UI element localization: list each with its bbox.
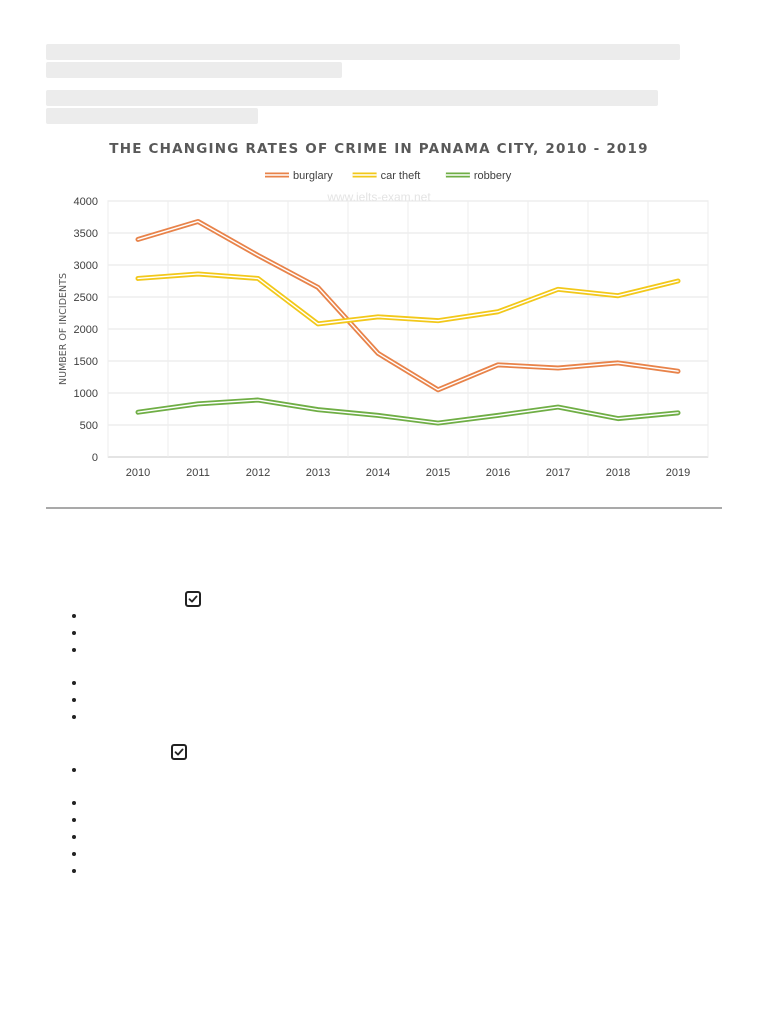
y-axis-ticks: 0 500 1000 1500 2000 2500 3000 3500 4000: [74, 196, 98, 464]
x-axis-ticks: 2010 2011 2012 2013 2014 2015 2016 2017 2018 2019: [126, 467, 690, 479]
legend-label-burglary: burglary: [293, 170, 333, 182]
series-line-burglary-inner: [137, 220, 679, 391]
x-tick-label: 2013: [306, 467, 330, 479]
list-bullet: [72, 835, 76, 839]
list-bullet: [72, 818, 76, 822]
chart-title: THE CHANGING RATES OF CRIME IN PANAMA CI…: [109, 141, 648, 157]
obscured-text-line-3: [46, 90, 658, 106]
y-tick-label: 2500: [74, 292, 98, 304]
x-tick-label: 2011: [186, 467, 210, 479]
list-bullet: [72, 801, 76, 805]
x-tick-label: 2010: [126, 467, 150, 479]
y-tick-label: 0: [92, 452, 98, 464]
x-tick-label: 2015: [426, 467, 450, 479]
checkbox-checked-icon[interactable]: [185, 591, 201, 607]
list-bullet: [72, 715, 76, 719]
y-tick-label: 3000: [74, 260, 98, 272]
y-tick-label: 500: [80, 420, 98, 432]
y-tick-label: 1500: [74, 356, 98, 368]
y-tick-label: 2000: [74, 324, 98, 336]
y-tick-label: 1000: [74, 388, 98, 400]
line-chart: THE CHANGING RATES OF CRIME IN PANAMA CI…: [46, 128, 722, 496]
chart-grid: [107, 200, 709, 458]
chart-legend: burglary car theft robbery: [265, 170, 512, 182]
y-tick-label: 3500: [74, 228, 98, 240]
list-bullet: [72, 648, 76, 652]
list-bullet: [72, 698, 76, 702]
obscured-text-line-2: [46, 62, 342, 78]
legend-label-car-theft: car theft: [381, 170, 421, 182]
y-tick-label: 4000: [74, 196, 98, 208]
list-bullet: [72, 681, 76, 685]
legend-label-robbery: robbery: [474, 170, 512, 182]
x-tick-label: 2017: [546, 467, 570, 479]
watermark: www.ielts-exam.net: [326, 190, 431, 204]
list-bullet: [72, 631, 76, 635]
chart-series: [135, 218, 681, 426]
checkbox-checked-icon[interactable]: [171, 744, 187, 760]
series-line-robbery-inner: [137, 399, 679, 424]
x-tick-label: 2012: [246, 467, 270, 479]
x-tick-label: 2018: [606, 467, 630, 479]
list-bullet: [72, 869, 76, 873]
x-tick-label: 2016: [486, 467, 510, 479]
list-bullet: [72, 852, 76, 856]
x-tick-label: 2014: [366, 467, 390, 479]
y-axis-label: NUMBER OF INCIDENTS: [58, 273, 69, 385]
list-bullet: [72, 768, 76, 772]
obscured-text-line-4: [46, 108, 258, 124]
section-divider: [46, 507, 722, 509]
obscured-text-line-1: [46, 44, 680, 60]
chart-svg: THE CHANGING RATES OF CRIME IN PANAMA CI…: [58, 141, 709, 479]
list-bullet: [72, 614, 76, 618]
x-tick-label: 2019: [666, 467, 690, 479]
series-line-car-theft-inner: [137, 273, 679, 325]
